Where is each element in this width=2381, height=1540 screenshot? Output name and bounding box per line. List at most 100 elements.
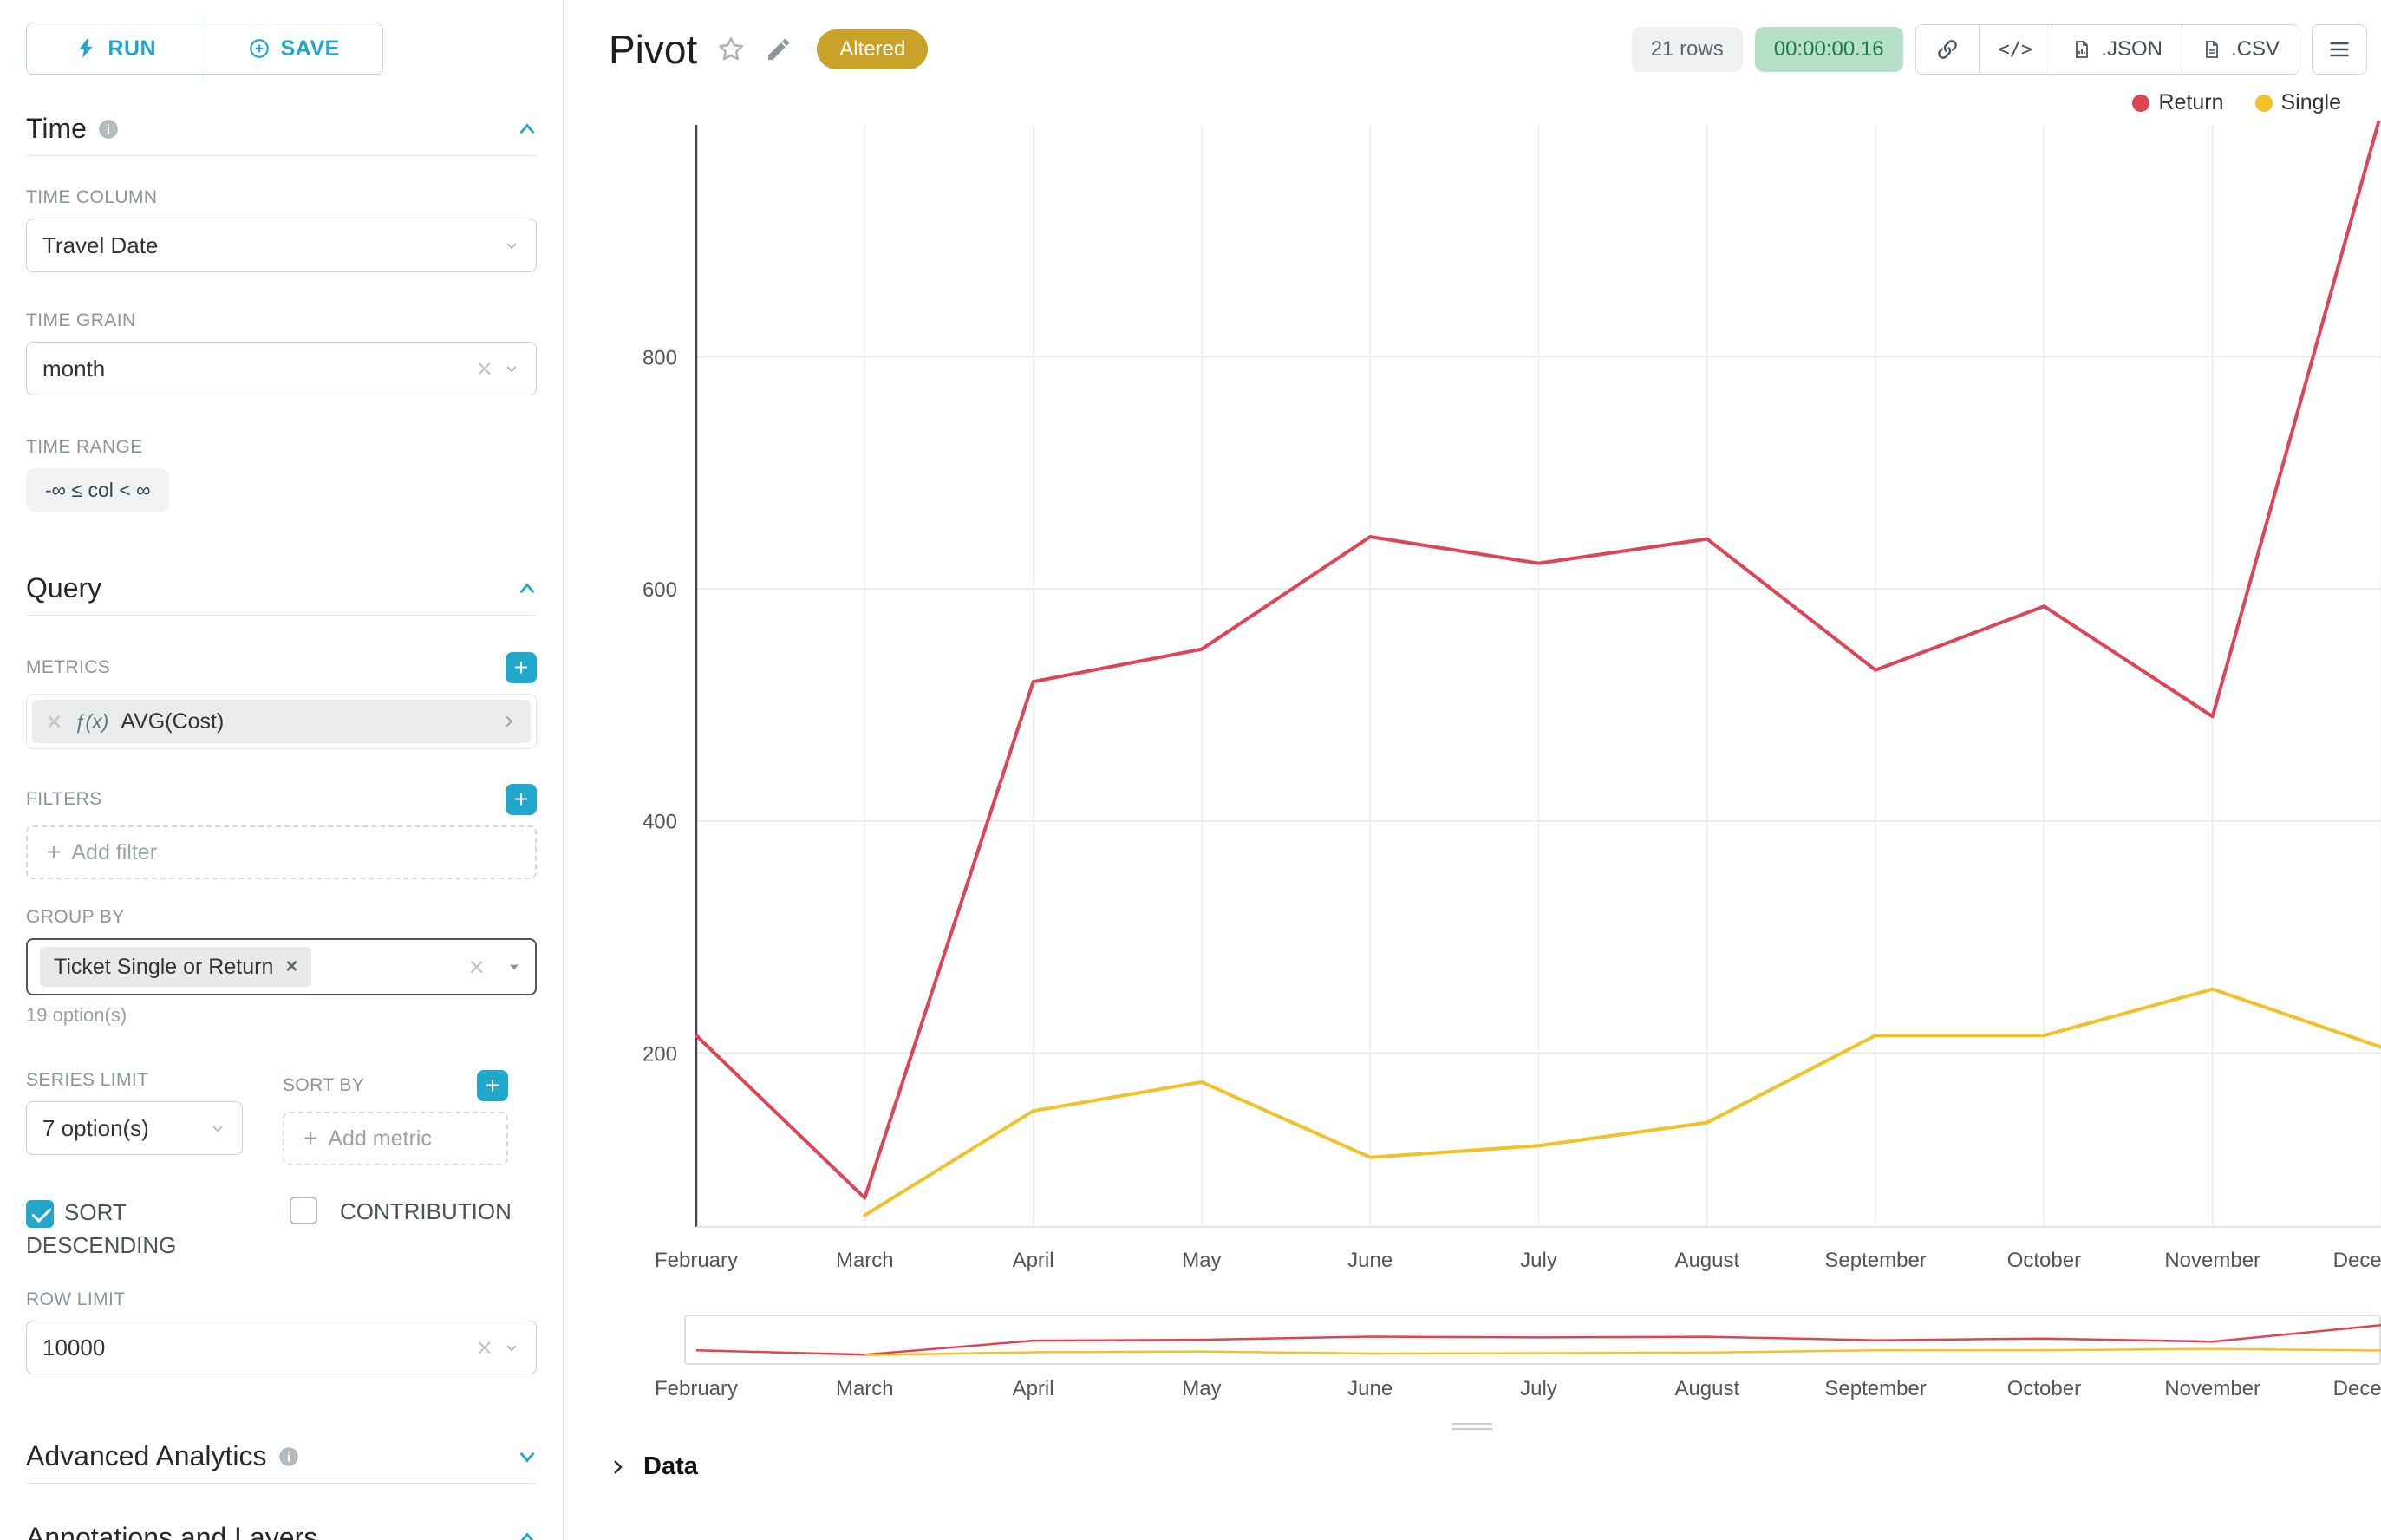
svg-text:September: September	[1824, 1377, 1926, 1400]
link-icon	[1937, 40, 1957, 59]
clear-icon[interactable]: ×	[476, 353, 493, 384]
section-divider	[26, 155, 537, 156]
legend-label: Return	[2158, 90, 2224, 114]
query-section-title: Query	[26, 572, 102, 604]
code-icon: </>	[1998, 38, 2033, 61]
svg-text:May: May	[1182, 1249, 1221, 1272]
run-save-button-group: RUN SAVE	[26, 23, 383, 75]
export-json-button[interactable]: .JSON	[2052, 25, 2182, 74]
export-button-group: </> .JSON .CSV	[1915, 24, 2299, 75]
run-button-label: RUN	[108, 36, 157, 61]
series-limit-label: SERIES LIMIT	[26, 1070, 149, 1090]
time-section-header[interactable]: Time i	[26, 113, 537, 145]
svg-text:September: September	[1824, 1249, 1926, 1272]
svg-text:June: June	[1347, 1249, 1393, 1272]
file-icon	[2206, 41, 2218, 58]
add-filter-dropzone[interactable]: + Add filter	[26, 825, 537, 879]
legend-item[interactable]: Return	[2132, 90, 2224, 115]
metric-pill[interactable]: × ƒ(x) AVG(Cost)	[32, 700, 531, 743]
run-button[interactable]: RUN	[27, 23, 205, 74]
sort-descending-checkbox[interactable]	[26, 1200, 54, 1229]
group-by-pill[interactable]: Ticket Single or Return ×	[40, 947, 312, 987]
time-grain-value: month	[42, 355, 106, 382]
svg-text:November: November	[2164, 1377, 2260, 1400]
add-sort-metric-button[interactable]: +	[477, 1070, 508, 1101]
time-column-select[interactable]: Travel Date	[26, 219, 537, 272]
svg-text:200: 200	[643, 1042, 677, 1066]
sort-descending-label: SORT DESCENDING	[26, 1199, 177, 1258]
save-button-label: SAVE	[280, 36, 340, 61]
contribution-label: CONTRIBUTION	[340, 1198, 512, 1224]
svg-text:April: April	[1013, 1377, 1054, 1400]
chevron-up-icon[interactable]	[518, 579, 537, 598]
chevron-right-icon[interactable]	[501, 714, 517, 729]
legend-dot	[2132, 94, 2150, 112]
edit-pencil-icon[interactable]	[765, 36, 793, 63]
add-filter-placeholder: Add filter	[71, 839, 158, 865]
fx-icon: ƒ(x)	[74, 709, 109, 733]
metrics-container: × ƒ(x) AVG(Cost)	[26, 694, 537, 749]
add-metric-button[interactable]: +	[506, 652, 537, 683]
clear-icon[interactable]: ×	[468, 951, 485, 982]
save-button[interactable]: SAVE	[204, 23, 382, 74]
time-column-label: TIME COLUMN	[26, 187, 158, 207]
line-chart[interactable]: 200 400 600 800 February March April May June Jul…	[564, 121, 2381, 1274]
plus-icon: +	[47, 839, 62, 865]
remove-tag-icon[interactable]: ×	[285, 955, 298, 978]
row-limit-select[interactable]: 10000 ×	[26, 1321, 537, 1375]
metric-name: AVG(Cost)	[121, 708, 225, 734]
svg-text:July: July	[1520, 1377, 1557, 1400]
panel-resize-handle[interactable]	[1452, 1423, 1492, 1430]
sort-descending-option[interactable]: SORT DESCENDING	[26, 1197, 199, 1262]
chevron-up-icon[interactable]	[518, 1529, 537, 1540]
export-csv-label: .CSV	[2230, 37, 2280, 61]
time-column-value: Travel Date	[42, 232, 159, 258]
time-grain-select[interactable]: month ×	[26, 342, 537, 395]
contribution-option[interactable]: CONTRIBUTION	[290, 1197, 512, 1262]
time-range-badge[interactable]: -∞ ≤ col < ∞	[26, 468, 170, 512]
view-query-button[interactable]: </>	[1978, 25, 2052, 74]
lightning-icon	[79, 39, 93, 58]
data-panel-header[interactable]: Data	[609, 1452, 2381, 1481]
altered-badge[interactable]: Altered	[817, 29, 929, 69]
series-limit-value: 7 option(s)	[42, 1114, 149, 1141]
group-by-label: GROUP BY	[26, 907, 125, 927]
add-sort-metric-dropzone[interactable]: + Add metric	[283, 1112, 508, 1165]
star-icon[interactable]	[716, 35, 746, 64]
sort-by-label: SORT BY	[283, 1075, 365, 1095]
svg-text:February: February	[655, 1377, 738, 1400]
remove-metric-icon[interactable]: ×	[46, 706, 62, 737]
export-csv-button[interactable]: .CSV	[2181, 25, 2299, 74]
legend-dot	[2254, 94, 2273, 112]
svg-text:October: October	[2007, 1249, 2081, 1272]
chevron-down-icon	[506, 243, 517, 250]
series-limit-select[interactable]: 7 option(s)	[26, 1101, 243, 1155]
info-icon: i	[278, 1447, 298, 1466]
svg-text:December: December	[2333, 1249, 2381, 1272]
chart-area: Pivot Altered 21 rows 00:00:00.16	[564, 0, 2381, 1540]
group-by-select[interactable]: Ticket Single or Return × ×	[26, 938, 537, 995]
more-options-button[interactable]	[2312, 24, 2367, 75]
svg-text:600: 600	[643, 578, 677, 602]
section-divider	[26, 615, 537, 616]
row-count-badge: 21 rows	[1631, 27, 1743, 72]
chevron-right-icon	[614, 1459, 623, 1474]
chevron-down-icon[interactable]	[518, 1447, 537, 1466]
group-by-value: Ticket Single or Return	[54, 954, 274, 979]
share-link-button[interactable]	[1915, 25, 1979, 74]
svg-text:February: February	[655, 1249, 738, 1272]
clear-icon[interactable]: ×	[476, 1332, 493, 1364]
query-section-header[interactable]: Query	[26, 572, 537, 604]
chevron-up-icon[interactable]	[518, 120, 537, 139]
caret-down-icon	[510, 964, 519, 970]
svg-text:800: 800	[643, 347, 677, 370]
contribution-checkbox[interactable]	[290, 1197, 317, 1224]
add-filter-button[interactable]: +	[506, 784, 537, 815]
range-selector-mini-chart[interactable]: February March April May June July August Septe…	[564, 1314, 2381, 1400]
advanced-analytics-section-header[interactable]: Advanced Analytics i	[26, 1440, 537, 1472]
row-limit-value: 10000	[42, 1334, 106, 1361]
annotations-section-header[interactable]: Annotations and Layers	[26, 1522, 537, 1540]
time-section-title: Time	[26, 113, 87, 144]
legend-item[interactable]: Single	[2254, 90, 2341, 115]
